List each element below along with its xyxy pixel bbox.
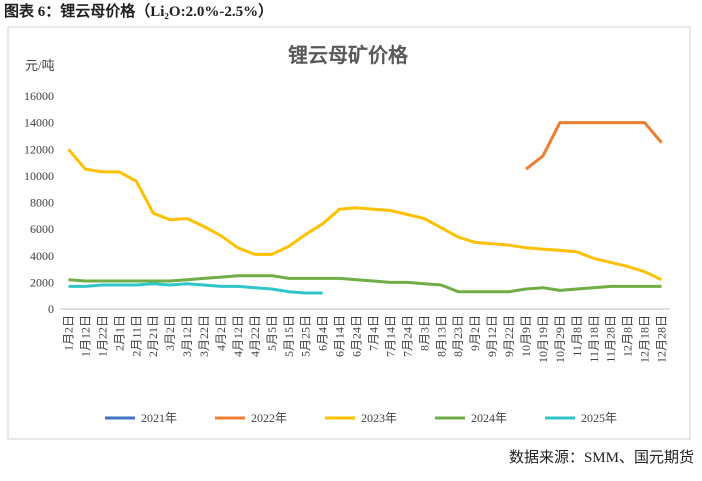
- x-tick-label: 6月4日: [316, 315, 330, 351]
- chart-frame: [7, 26, 691, 440]
- x-tick-label: 2月21日: [146, 315, 160, 357]
- y-tick-label: 2000: [30, 275, 54, 289]
- series-line: [67, 148, 663, 282]
- y-tick-label: 12000: [24, 142, 54, 156]
- x-tick-label: 9月2日: [468, 315, 482, 351]
- legend-label: 2024年: [471, 411, 507, 425]
- legend-label: 2025年: [581, 411, 617, 425]
- legend-label: 2023年: [361, 411, 397, 425]
- x-tick-label: 9月12日: [485, 315, 499, 357]
- x-tick-label: 3月22日: [197, 315, 211, 357]
- legend-label: 2022年: [251, 411, 287, 425]
- x-tick-label: 4月22日: [248, 315, 262, 357]
- x-tick-label: 4月12日: [231, 315, 245, 357]
- series-line: [68, 274, 662, 294]
- y-tick-label: 10000: [24, 169, 54, 183]
- figure-header: 图表 6：锂云母价格（Li₂O:2.0%-2.5%）: [4, 2, 273, 20]
- series-line: [525, 121, 663, 171]
- y-tick-label: 16000: [24, 89, 54, 103]
- series-line: [68, 282, 323, 295]
- y-tick-label: 4000: [30, 249, 54, 263]
- x-tick-label: 1月22日: [95, 315, 109, 357]
- x-tick-label: 2月1日: [112, 315, 126, 351]
- x-tick-label: 10月19日: [536, 315, 550, 363]
- x-tick-label: 11月28日: [604, 315, 618, 363]
- x-tick-label: 7月14日: [383, 315, 397, 357]
- x-tick-label: 5月25日: [299, 315, 313, 357]
- source-note: 数据来源：SMM、国元期货: [509, 449, 694, 466]
- x-tick-label: 1月12日: [78, 315, 92, 357]
- chart-title: 锂云母矿价格: [288, 43, 409, 67]
- x-tick-label: 5月15日: [282, 315, 296, 357]
- x-tick-label: 2月11日: [129, 315, 143, 357]
- y-axis-label: 元/吨: [25, 58, 55, 73]
- y-tick-label: 8000: [30, 196, 54, 210]
- y-tick-label: 0: [48, 302, 54, 316]
- x-tick-label: 11月18日: [587, 315, 601, 363]
- x-tick-label: 12月8日: [621, 315, 635, 357]
- x-tick-label: 8月13日: [434, 315, 448, 357]
- y-tick-label: 14000: [24, 116, 54, 130]
- x-tick-label: 8月23日: [451, 315, 465, 357]
- x-tick-label: 12月28日: [655, 315, 669, 363]
- x-tick-label: 9月22日: [502, 315, 516, 357]
- x-tick-label: 8月3日: [417, 315, 431, 351]
- x-tick-label: 12月18日: [638, 315, 652, 363]
- x-tick-label: 5月5日: [265, 315, 279, 351]
- x-tick-label: 3月2日: [163, 315, 177, 351]
- x-tick-label: 6月14日: [333, 315, 347, 357]
- x-tick-label: 6月24日: [350, 315, 364, 357]
- legend-label: 2021年: [141, 411, 177, 425]
- x-tick-label: 10月9日: [519, 315, 533, 357]
- x-tick-label: 7月4日: [366, 315, 380, 351]
- x-tick-label: 1月2日: [61, 315, 75, 351]
- y-tick-label: 6000: [30, 222, 54, 236]
- x-tick-label: 7月24日: [400, 315, 414, 357]
- x-tick-label: 3月12日: [180, 315, 194, 357]
- x-tick-label: 11月8日: [570, 315, 584, 357]
- x-tick-label: 10月29日: [553, 315, 567, 363]
- x-tick-label: 4月2日: [214, 315, 228, 351]
